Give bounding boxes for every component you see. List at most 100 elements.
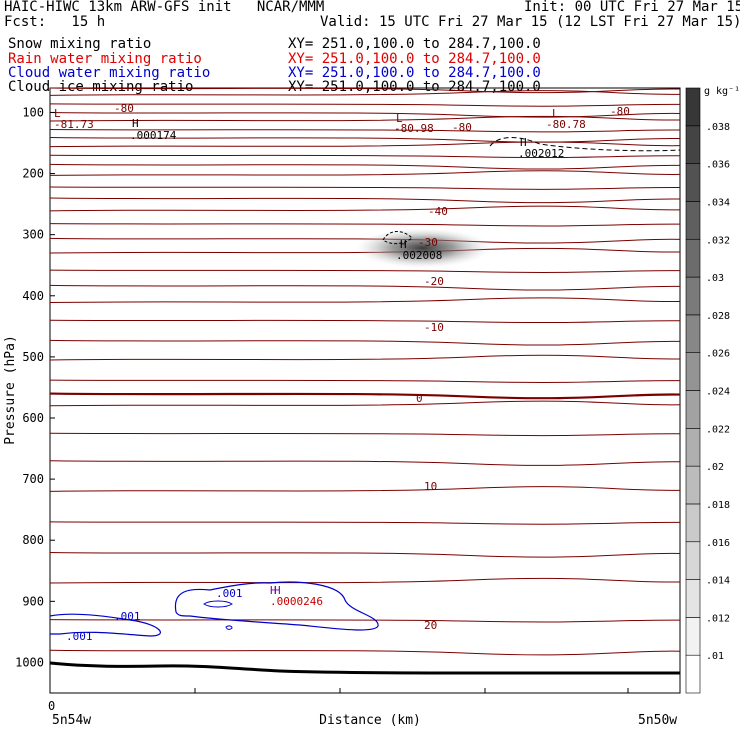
extrema-sym-4: L	[552, 107, 559, 120]
isotherm-line	[49, 339, 681, 346]
terrain-surface-line	[49, 661, 680, 675]
field-cloudice-label: Cloud ice mixing ratio	[8, 79, 194, 95]
low-level-sym-1: H	[270, 584, 277, 597]
y-tick-label-500: 500	[22, 350, 44, 364]
extrema-val-5: .002012	[518, 147, 564, 160]
y-tick-label-900: 900	[22, 594, 44, 608]
temp-label-4: -80.98	[394, 122, 434, 135]
isotherm-line	[49, 521, 681, 525]
isotherm-line	[49, 486, 681, 492]
colorbar-swatch	[685, 428, 701, 467]
temp-label-12: 10	[424, 480, 437, 493]
isotherm-line	[49, 103, 681, 107]
isotherm-line	[49, 551, 681, 558]
cloud-ice-upper-contour	[489, 137, 681, 152]
colorbar-swatch	[685, 579, 701, 618]
isotherm-line	[49, 90, 681, 96]
isotherm-line	[49, 154, 681, 159]
isotherm-lines	[49, 87, 681, 656]
y-tick-label-700: 700	[22, 472, 44, 486]
cloud-water-contour-main	[174, 581, 379, 631]
isotherm-line	[49, 129, 681, 133]
isotherm-line	[49, 392, 681, 400]
cloud-water-label-1: .001	[216, 587, 243, 600]
field-snow-xy: XY= 251.0,100.0 to 284.7,100.0	[288, 36, 541, 52]
x-left-location: 5n54w	[52, 713, 91, 728]
colorbar-swatch	[685, 390, 701, 429]
colorbar-swatch	[685, 352, 701, 391]
colorbar-swatch	[685, 314, 701, 353]
temp-label-5: -80	[452, 121, 472, 134]
colorbar-level-label: .028	[706, 311, 730, 322]
init-time: Init: 00 UTC Fri 27 Mar 15	[524, 0, 740, 15]
colorbar-swatch	[685, 654, 701, 694]
colorbar-swatch	[685, 87, 701, 127]
isotherm-line	[49, 111, 681, 118]
x-start-tick: 0	[48, 699, 55, 713]
plot-title: HAIC-HIWC 13km ARW-GFS init NCAR/MMM	[4, 0, 325, 15]
isotherm-line	[49, 186, 681, 190]
isotherm-line	[49, 460, 681, 466]
colorbar-swatch	[685, 125, 701, 164]
isotherm-line	[49, 170, 681, 176]
colorbar-unit: g kg⁻¹	[704, 86, 740, 97]
field-rain-label: Rain water mixing ratio	[8, 51, 202, 67]
colorbar-level-label: .018	[706, 500, 730, 511]
valid-time: Valid: 15 UTC Fri 27 Mar 15 (12 LST Fri …	[320, 14, 740, 30]
colorbar-level-label: .038	[706, 122, 730, 133]
colorbar-swatch	[685, 541, 701, 580]
isotherm-line	[49, 223, 681, 227]
colorbar-level-label: .022	[706, 424, 730, 435]
forecast-hour: Fcst: 15 h	[4, 14, 106, 30]
y-tick-label-600: 600	[22, 411, 44, 425]
colorbar-swatch	[685, 503, 701, 543]
cloud-water-contour-small	[203, 600, 233, 608]
isotherm-line	[49, 319, 681, 324]
low-level-value: .0000246	[270, 595, 323, 608]
y-tick-label-800: 800	[22, 533, 44, 547]
field-cloudwater-label: Cloud water mixing ratio	[8, 65, 211, 81]
extrema-sym-5: H	[520, 136, 527, 149]
field-cloudwater-xy: XY= 251.0,100.0 to 284.7,100.0	[288, 65, 541, 81]
y-tick-label-1000: 1000	[15, 655, 44, 669]
colorbar-level-label: .032	[706, 235, 730, 246]
colorbar-level-label: .034	[706, 197, 730, 208]
extrema-sym-2: H	[132, 117, 139, 130]
isotherm-line	[49, 115, 681, 122]
isotherm-line	[49, 205, 681, 212]
temp-label-13: 20	[424, 619, 437, 632]
y-tick-label-100: 100	[22, 105, 44, 119]
extrema-sym-6: H	[400, 238, 407, 251]
colorbar-swatch	[685, 163, 701, 202]
temp-label-9: -20	[424, 275, 444, 288]
isotherm-line	[49, 269, 681, 273]
cloud-water-label-3: .001	[66, 630, 93, 643]
isotherm-line	[49, 137, 681, 143]
field-snow-label: Snow mixing ratio	[8, 36, 152, 52]
temp-label-10: -10	[424, 321, 444, 334]
temp-label-2: -81.73	[54, 118, 94, 131]
cloud-ice-dashed-contour	[382, 231, 413, 245]
extrema-sym-1: L	[54, 107, 61, 120]
isotherm-line	[49, 577, 681, 584]
temp-label-6: -80.78	[546, 118, 586, 131]
y-tick-label-200: 200	[22, 167, 44, 181]
isotherm-line	[49, 400, 681, 407]
colorbar-level-label: .016	[706, 538, 730, 549]
colorbar-level-label: .02	[706, 462, 724, 473]
y-axis: 100 200 300 400 500 600 700 800 900 1000	[15, 105, 55, 669]
isotherm-line	[49, 379, 681, 383]
cloud-ice-region	[355, 228, 491, 268]
colorbar-swatch	[685, 465, 701, 505]
x-right-location: 5n50w	[638, 713, 677, 728]
isotherm-line	[49, 619, 681, 623]
cloud-water-contour-dot	[225, 625, 233, 630]
low-level-sym-2: H	[274, 584, 281, 597]
isotherm-line	[49, 284, 681, 291]
y-tick-label-300: 300	[22, 228, 44, 242]
plot-frame	[49, 87, 681, 694]
temp-label-1: -80	[114, 102, 134, 115]
extrema-sym-3: L	[396, 112, 403, 125]
cloud-water-contour-left	[49, 613, 161, 637]
temp-label-3: -80	[610, 105, 630, 118]
